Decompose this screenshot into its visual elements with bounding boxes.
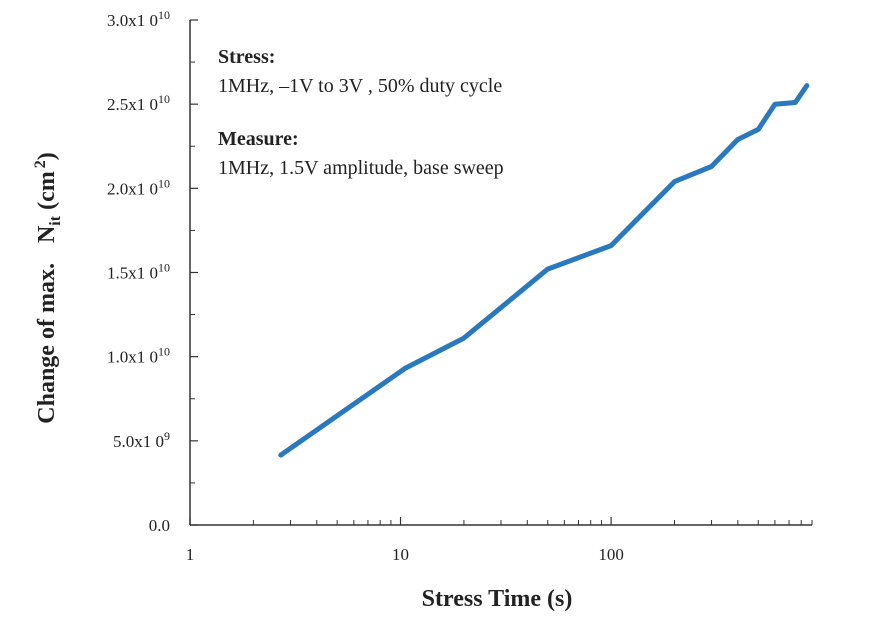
y-tick-label-exponent: 10	[158, 176, 170, 190]
y-tick-label: 1.0x1 010	[107, 345, 170, 367]
y-axis-label-unit: (cm	[34, 171, 60, 210]
y-tick-label: 5.0x1 09	[113, 429, 170, 451]
y-tick-label-exponent: 9	[164, 429, 170, 443]
y-tick-label-mantissa: 1.0x1 0	[107, 348, 158, 367]
y-tick-label-exponent: 10	[158, 345, 170, 359]
y-tick-label-mantissa: 3.0x1 0	[107, 11, 158, 30]
y-tick-label-mantissa: 5.0x1 0	[113, 432, 164, 451]
annotation-measure-text: 1MHz, 1.5V amplitude, base sweep	[218, 157, 504, 179]
y-tick-label-mantissa: 0.0	[149, 516, 170, 535]
y-tick-label: 2.0x1 010	[107, 176, 170, 198]
x-tick-label: 10	[392, 545, 409, 564]
y-tick-label-mantissa: 1.5x1 0	[107, 264, 158, 283]
x-tick-label: 100	[598, 545, 624, 564]
annotation-stress-title: Stress:	[218, 46, 275, 68]
annotation-measure-title: Measure:	[218, 128, 299, 150]
x-axis-label: Stress Time (s)	[422, 586, 573, 612]
annotation-stress-text: 1MHz, –1V to 3V , 50% duty cycle	[218, 75, 502, 97]
y-axis-label-unit-sup: 2	[32, 160, 49, 168]
y-tick-label: 2.5x1 010	[107, 92, 170, 114]
y-tick-label: 3.0x1 010	[107, 8, 170, 30]
y-axis-label-subscript: it	[47, 215, 64, 225]
y-axis-label: Change of max. Nit (cm 2)	[32, 152, 64, 423]
y-tick-label: 0.0	[149, 516, 170, 535]
y-tick-label-mantissa: 2.0x1 0	[107, 179, 158, 198]
y-tick-label-exponent: 10	[158, 8, 170, 22]
y-tick-label-mantissa: 2.5x1 0	[107, 95, 158, 114]
y-tick-label-exponent: 10	[158, 261, 170, 275]
y-tick-label: 1.5x1 010	[107, 261, 170, 283]
x-axis: 1 10 100	[186, 517, 813, 564]
x-tick-label: 1	[186, 545, 195, 564]
y-tick-label-exponent: 10	[158, 92, 170, 106]
y-axis-label-symbol: N	[34, 225, 60, 243]
series-line	[278, 83, 810, 458]
y-axis-label-prefix: Change of max.	[34, 263, 60, 424]
series-group	[278, 83, 810, 458]
y-axis-label-unit-close: )	[34, 152, 60, 160]
